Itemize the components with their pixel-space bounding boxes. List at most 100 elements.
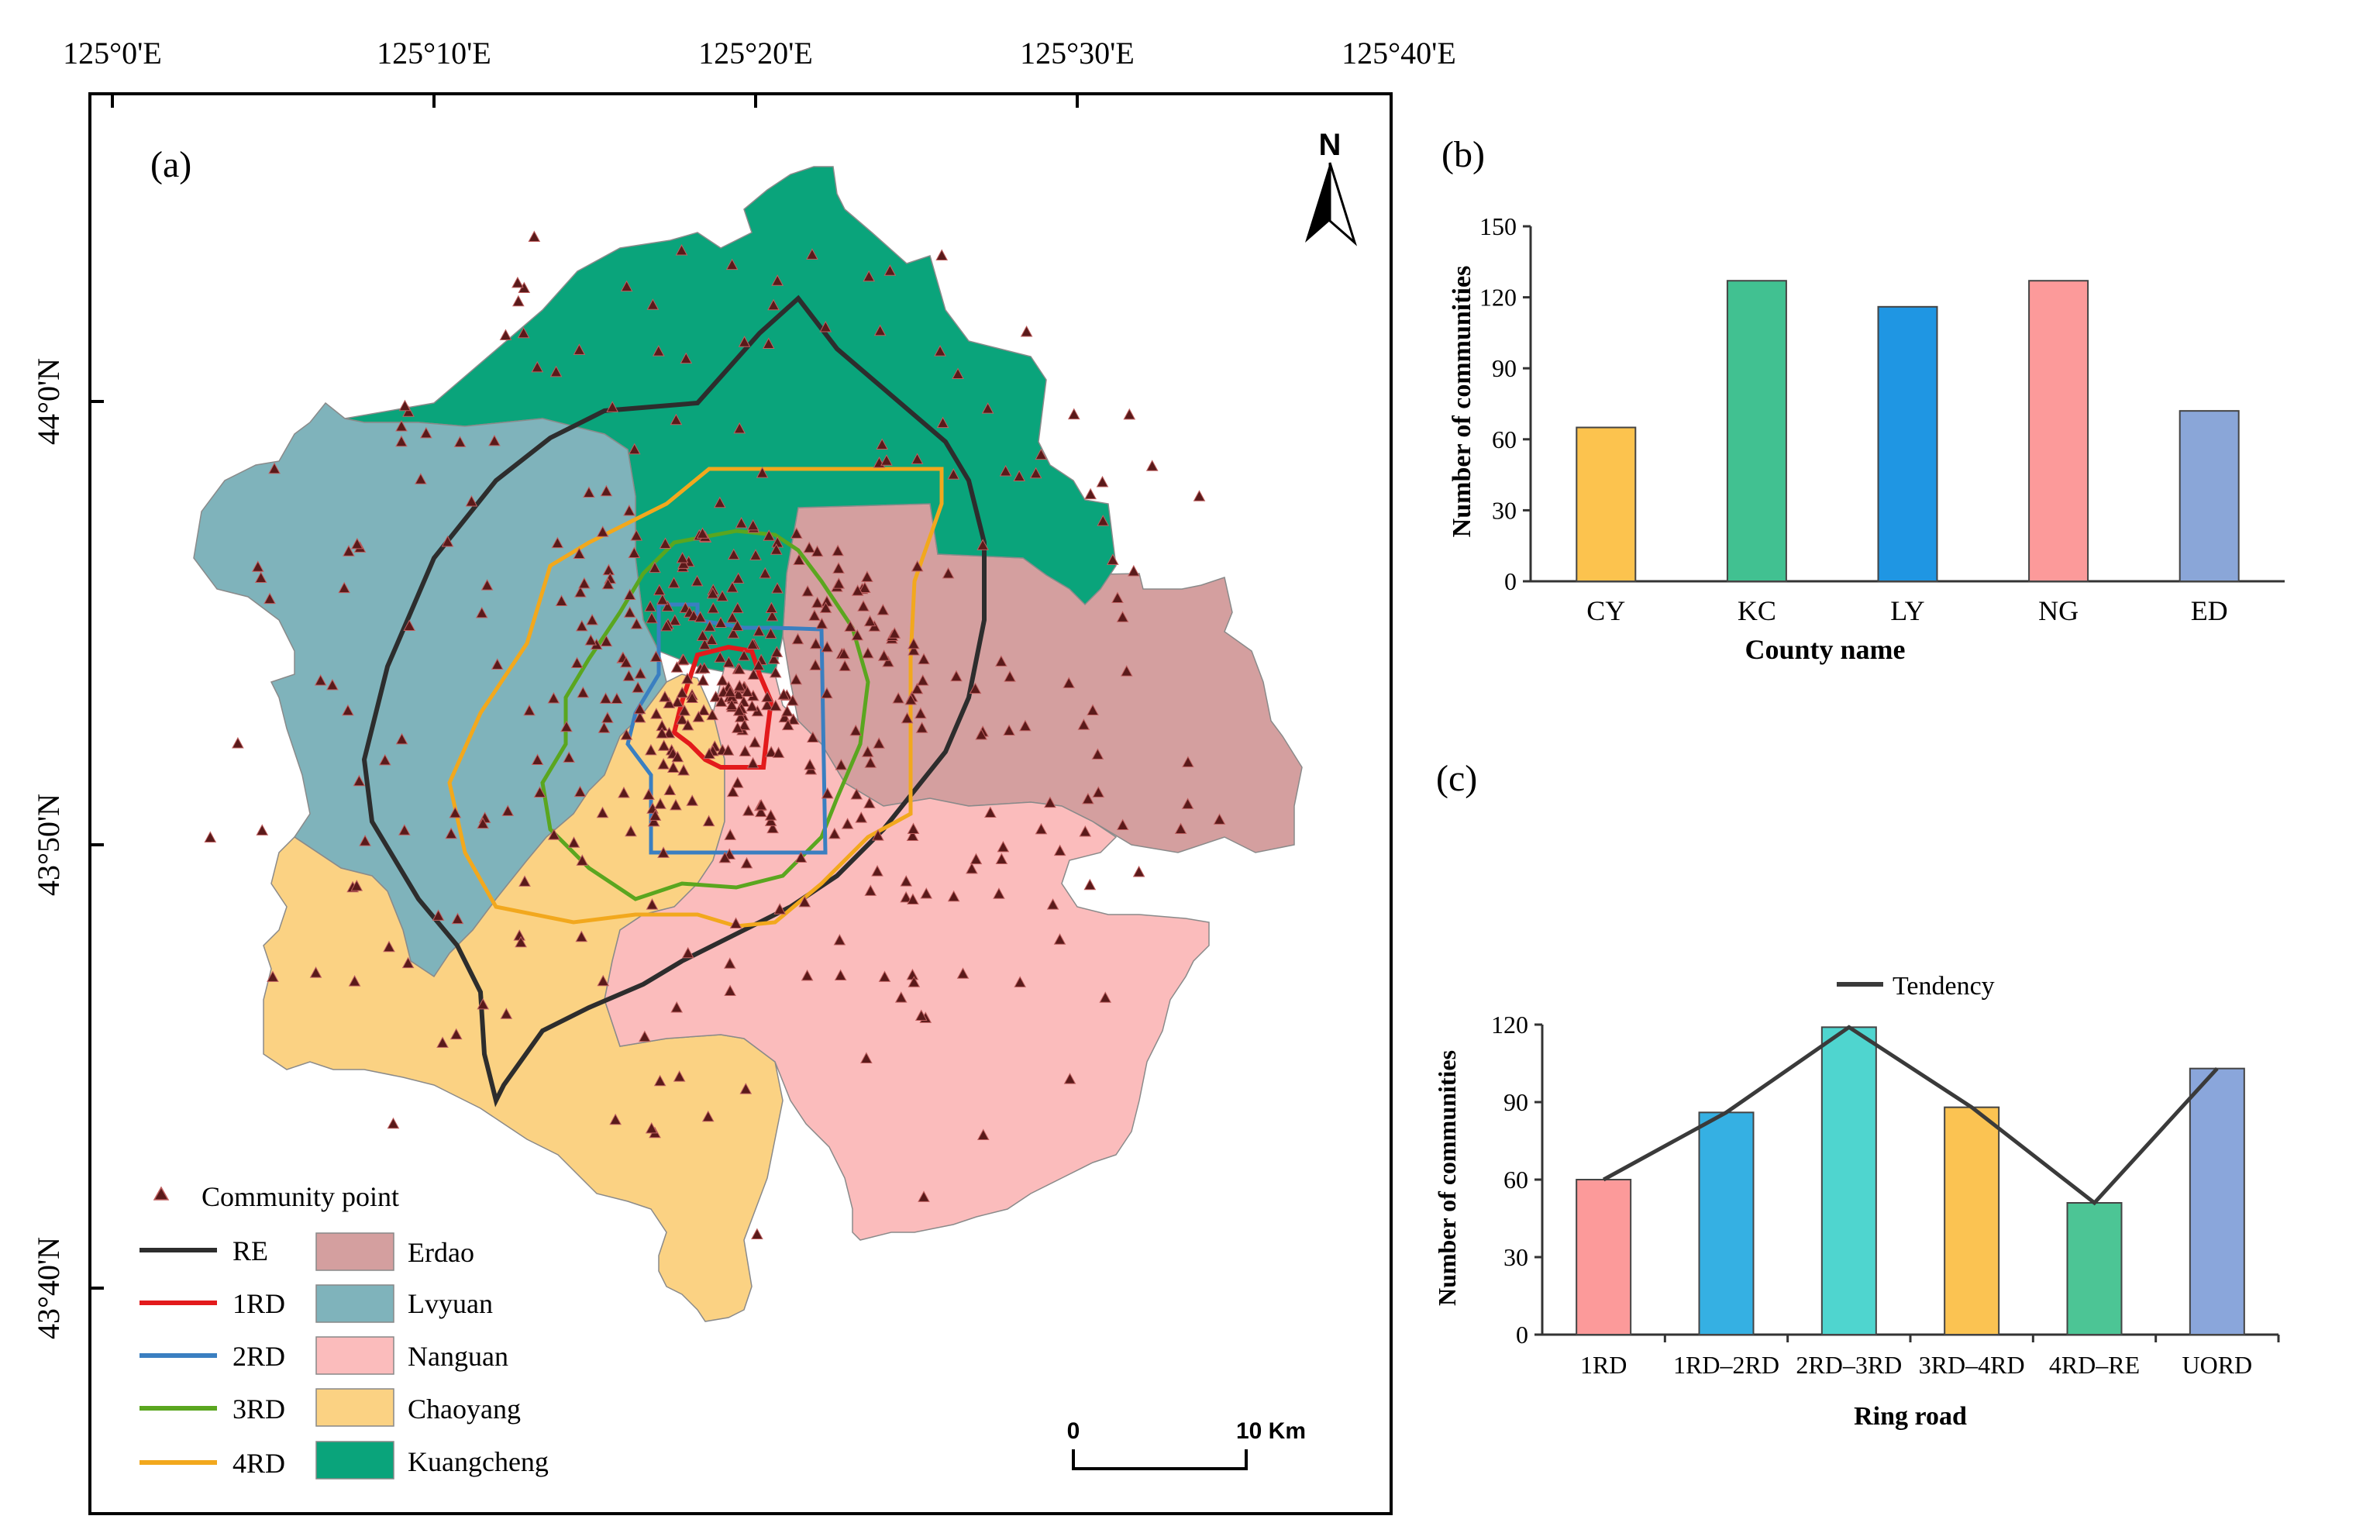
x-tick-label: 2RD–3RD (1796, 1351, 1902, 1379)
community-point (575, 930, 588, 942)
community-point (766, 822, 779, 834)
community-point (726, 581, 739, 593)
community-point (1181, 798, 1194, 809)
community-point (633, 702, 646, 715)
community-point (731, 722, 744, 733)
community-point (251, 560, 264, 572)
community-point (1004, 670, 1016, 682)
community-point (727, 548, 740, 560)
community-point (907, 893, 919, 905)
community-point (348, 975, 361, 987)
community-point (908, 976, 921, 987)
bar-2RD–3RD (1820, 1026, 1877, 1336)
community-point (934, 345, 946, 357)
x-tick-label: KC (1738, 595, 1776, 626)
community-point (780, 705, 794, 717)
community-point (950, 670, 963, 682)
community-point (632, 681, 644, 693)
community-point (628, 443, 641, 455)
community-point (739, 1083, 753, 1094)
community-point (811, 545, 824, 557)
community-point (801, 584, 814, 597)
x-tick-label: 1RD (1580, 1351, 1627, 1379)
community-point (815, 617, 828, 629)
community-point (232, 736, 244, 749)
community-point (749, 549, 762, 560)
community-point (703, 747, 715, 760)
community-point (723, 957, 736, 969)
chart-b: (b) Number of communities County name 0 3… (1441, 134, 2285, 665)
community-point (692, 711, 705, 722)
chart-c-plot: 0 30 60 90 120 1RD 1RD–2RD 2RD–3RD 3RD–4RD 4RD–RE… (1491, 1011, 2280, 1379)
community-point (734, 711, 747, 722)
community-point (769, 699, 782, 711)
community-point (880, 454, 893, 466)
community-point (821, 787, 834, 799)
community-point (656, 727, 669, 739)
y-tick-label: 120 (1479, 284, 1517, 312)
community-point (395, 732, 408, 745)
x-tick-label: 4RD–RE (2049, 1351, 2140, 1379)
community-point (477, 817, 489, 829)
community-point (935, 249, 949, 260)
community-point (862, 646, 874, 659)
community-point (680, 352, 693, 364)
community-point (657, 739, 670, 751)
community-point (573, 785, 587, 798)
community-point (725, 258, 739, 270)
community-point (677, 653, 690, 665)
community-point (863, 797, 876, 808)
community-point (1082, 792, 1094, 804)
community-point (751, 1228, 763, 1240)
lon-tick: 125°10'E (377, 36, 491, 71)
community-point (653, 1074, 666, 1087)
community-point (975, 728, 987, 740)
legend-swatch-lvyuan (315, 1284, 394, 1323)
community-point (754, 805, 767, 818)
community-point (499, 329, 512, 341)
community-point (1174, 822, 1187, 835)
community-point (878, 970, 891, 982)
community-point (863, 270, 876, 282)
community-point (697, 674, 709, 686)
community-point (1096, 475, 1109, 487)
community-point (696, 629, 709, 641)
community-point (716, 674, 728, 686)
community-point (475, 606, 488, 618)
legend-road-label: 2RD (232, 1341, 285, 1372)
community-point (722, 656, 735, 668)
community-point (350, 880, 363, 891)
community-point (663, 726, 676, 739)
community-point (657, 758, 670, 770)
lon-tick: 125°30'E (1020, 36, 1135, 71)
community-point (670, 661, 684, 673)
community-point (1127, 564, 1140, 577)
community-point (567, 836, 580, 848)
x-tick-label: 1RD–2RD (1673, 1351, 1779, 1379)
community-point (659, 537, 672, 549)
community-point (706, 587, 719, 599)
x-tick-label: CY (1586, 595, 1625, 626)
community-point (888, 627, 901, 639)
community-point (681, 946, 694, 959)
community-point (809, 659, 821, 670)
bar-1RD (1576, 1179, 1632, 1335)
community-point (395, 435, 408, 447)
chart-c-xlabel: Ring road (1854, 1402, 1967, 1431)
y-tick-label: 30 (1492, 496, 1517, 524)
community-point (445, 827, 457, 839)
community-point (634, 667, 647, 679)
community-point (1106, 553, 1119, 565)
community-point (646, 898, 659, 910)
community-point (911, 560, 924, 572)
community-point (741, 685, 754, 698)
community-point (1014, 976, 1027, 987)
bar-CY (1576, 426, 1637, 582)
community-point (596, 525, 609, 537)
community-point (574, 586, 587, 598)
community-point (660, 619, 673, 632)
panel-label-b: (b) (1441, 134, 1485, 175)
community-point (876, 438, 889, 450)
community-point (453, 436, 467, 447)
x-tick-label: NG (2038, 595, 2079, 626)
